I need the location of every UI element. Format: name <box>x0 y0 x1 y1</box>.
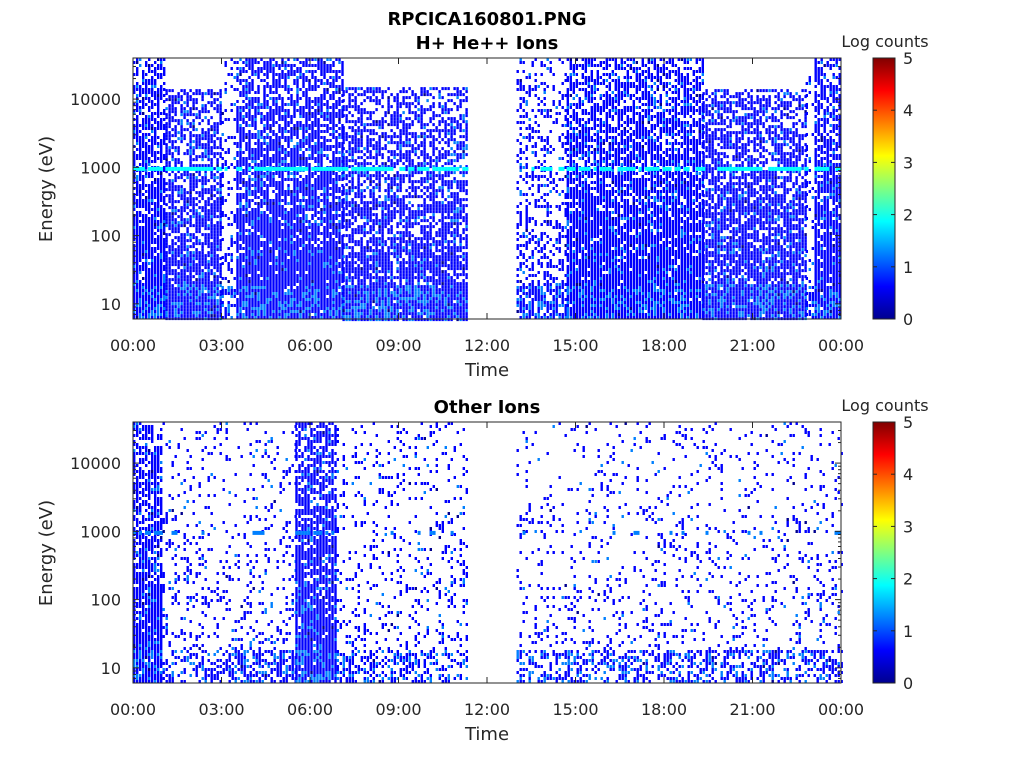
colorbar-tick-label: 2 <box>903 570 913 589</box>
colorbar-tick-label: 2 <box>903 206 913 225</box>
heatmap-segment <box>336 422 468 683</box>
y-tick-label: 10 <box>101 659 121 678</box>
colorbar-tick-label: 4 <box>903 465 913 484</box>
x-tick-label: 21:00 <box>729 700 775 719</box>
colorbar-gradient <box>872 57 896 320</box>
heatmap-segment <box>566 58 705 319</box>
y-axis-label-top: Energy (eV) <box>36 136 57 242</box>
heatmap-segment <box>295 422 337 683</box>
colorbar-label-top: Log counts <box>841 32 928 51</box>
x-tick-label: 21:00 <box>729 336 775 355</box>
x-tick-label: 00:00 <box>818 336 864 355</box>
x-tick-label: 00:00 <box>110 700 156 719</box>
colorbar-tick-label: 0 <box>903 674 913 693</box>
x-tick-label: 03:00 <box>198 700 244 719</box>
heatmap-segment <box>221 58 236 319</box>
colorbar-tick-label: 5 <box>903 49 913 68</box>
colorbar-tick-label: 1 <box>903 622 913 641</box>
colorbar-tick-label: 3 <box>903 153 913 172</box>
x-axis-label-top: Time <box>464 360 509 381</box>
y-tick-label: 10 <box>101 295 121 314</box>
x-tick-label: 09:00 <box>375 700 421 719</box>
heatmap-segment <box>133 58 166 319</box>
x-axis-label-bottom: Time <box>464 724 509 745</box>
y-tick-label: 1000 <box>80 158 121 177</box>
heatmap-segment <box>516 422 843 683</box>
heatmap-segment <box>516 58 567 319</box>
panel-title-top: H+ He++ Ions <box>416 33 559 54</box>
x-ticks-bottom: 00:00 03:00 06:00 09:00 12:00 15:00 18:00 21:00… <box>110 422 864 719</box>
colorbar-label-bottom: Log counts <box>841 396 928 415</box>
heatmap-segment <box>165 89 223 321</box>
colorbar-tick-label: 1 <box>903 258 913 277</box>
colorbar-tick-label: 5 <box>903 413 913 432</box>
y-tick-label: 10000 <box>70 90 121 109</box>
heatmap-segment <box>702 89 808 321</box>
x-tick-label: 00:00 <box>110 336 156 355</box>
heatmap-segment <box>133 422 163 683</box>
colorbar-gradient <box>872 421 896 684</box>
y-ticks-bottom: 10 100 1000 10000 <box>70 421 841 684</box>
y-tick-label: 10000 <box>70 454 121 473</box>
heatmap-segment <box>342 87 469 322</box>
x-tick-label: 18:00 <box>641 336 687 355</box>
x-tick-label: 12:00 <box>464 336 510 355</box>
y-tick-label: 100 <box>90 227 121 246</box>
x-tick-label: 00:00 <box>818 700 864 719</box>
heatmap-segment <box>162 422 297 683</box>
colorbar-top: 0 1 2 3 4 5 <box>872 49 913 329</box>
figure-title: RPCICA160801.PNG <box>387 9 586 30</box>
y-tick-label: 1000 <box>80 522 121 541</box>
heatmap-segment <box>814 58 842 319</box>
y-ticks-top: 10 100 1000 10000 <box>70 57 841 320</box>
colorbar-bottom: 0 1 2 3 4 5 <box>872 413 913 693</box>
x-tick-label: 12:00 <box>464 700 510 719</box>
colorbar-tick-label: 0 <box>903 310 913 329</box>
panel-top: H+ He++ Ions 00:00 03:00 06:00 09:00 12:00 15… <box>36 32 929 381</box>
heatmap-top <box>133 58 842 322</box>
x-tick-label: 18:00 <box>641 700 687 719</box>
x-tick-label: 03:00 <box>198 336 244 355</box>
heatmap-bottom <box>133 422 843 683</box>
panel-bottom: Other Ions 00:00 03:00 06:00 09:00 12:00 15:0… <box>36 396 929 745</box>
y-tick-label: 100 <box>90 591 121 610</box>
colorbar-tick-label: 3 <box>903 517 913 536</box>
x-tick-label: 09:00 <box>375 336 421 355</box>
panel-title-bottom: Other Ions <box>434 397 541 418</box>
x-tick-label: 15:00 <box>552 700 598 719</box>
heatmap-segment <box>236 58 345 319</box>
x-tick-label: 06:00 <box>287 700 333 719</box>
x-ticks-top: 00:00 03:00 06:00 09:00 12:00 15:00 18:00 21:00… <box>110 58 864 355</box>
heatmap-segment <box>805 76 814 319</box>
x-tick-label: 06:00 <box>287 336 333 355</box>
plot-frame-bottom <box>132 421 842 684</box>
x-tick-label: 15:00 <box>552 336 598 355</box>
colorbar-tick-label: 4 <box>903 101 913 120</box>
y-axis-label-bottom: Energy (eV) <box>36 500 57 606</box>
